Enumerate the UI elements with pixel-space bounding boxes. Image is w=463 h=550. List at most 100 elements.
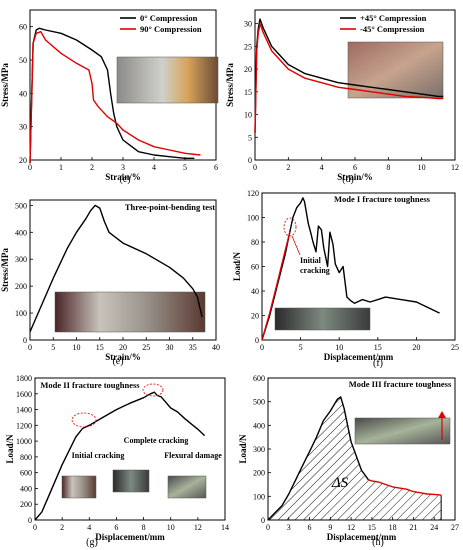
- y-tick-label: 100: [247, 214, 259, 223]
- annotation-text: cracking: [300, 266, 330, 275]
- plot-frame: [34, 377, 226, 521]
- y-tick-label: 0: [28, 516, 32, 525]
- y-tick-label: 5: [248, 133, 252, 142]
- x-axis-label: Strain/%: [105, 352, 141, 362]
- annotation-text: Complete cracking: [124, 436, 189, 445]
- x-tick-label: 8: [386, 163, 390, 172]
- x-axis-label: Displacement/mm: [327, 532, 397, 542]
- x-tick-label: 0: [28, 163, 32, 172]
- x-tick-label: 15: [374, 343, 382, 352]
- y-tick-label: 50: [19, 56, 27, 65]
- x-tick-label: 4: [87, 523, 91, 532]
- x-tick-label: 24: [430, 523, 438, 532]
- x-tick-label: 0: [33, 523, 37, 532]
- x-tick-label: 5: [51, 343, 55, 352]
- annotation-circle: [71, 412, 97, 428]
- series-line: [29, 204, 203, 333]
- y-tick-label: 0: [261, 516, 265, 525]
- x-tick-label: 35: [189, 343, 197, 352]
- x-tick-label: 20: [412, 343, 420, 352]
- x-tick-label: 0: [266, 523, 270, 532]
- y-tick-label: 600: [253, 374, 265, 383]
- y-tick-label: 0: [255, 336, 259, 345]
- y-tick-label: 20: [251, 312, 259, 321]
- x-tick-label: 25: [142, 343, 150, 352]
- inset-photo: [347, 41, 444, 99]
- y-tick-label: 10: [244, 111, 252, 120]
- x-axis-label: Strain/%: [337, 172, 373, 182]
- x-axis-label: Displacement/mm: [95, 532, 165, 542]
- x-axis-label: Strain/%: [105, 172, 141, 182]
- series-line: [261, 232, 291, 341]
- x-tick-label: 1: [59, 163, 63, 172]
- x-tick-label: 3: [121, 163, 125, 172]
- y-tick-label: 40: [251, 287, 259, 296]
- y-tick-label: 800: [20, 453, 32, 462]
- y-tick-label: 300: [15, 255, 27, 264]
- x-tick-label: 2: [286, 163, 290, 172]
- y-tick-label: 200: [253, 469, 265, 478]
- annotation-text: ΔS: [331, 475, 349, 491]
- y-tick-label: 0: [23, 336, 27, 345]
- y-tick-label: 200: [15, 282, 27, 291]
- annotation-text: Initial: [300, 256, 322, 265]
- inset-photo: [274, 307, 371, 331]
- legend-label: -45° Compression: [360, 24, 425, 34]
- y-tick-label: 400: [15, 228, 27, 237]
- panel-caption: (d): [342, 174, 354, 185]
- y-axis-label: Load/N: [232, 251, 242, 281]
- panel-h: 0 3 6 9 12 15 18 21 24 27 0 100 200 300 400 500 600 Displ…: [238, 374, 459, 548]
- y-tick-label: 100: [253, 492, 265, 501]
- legend-label: 0° Compression: [140, 13, 198, 23]
- y-tick-label: 300: [253, 445, 265, 454]
- inset-photo: [61, 475, 97, 499]
- x-axis-label: Displacement/mm: [324, 352, 394, 362]
- x-tick-label: 27: [451, 523, 459, 532]
- x-tick-label: 40: [212, 343, 220, 352]
- y-tick-label: 200: [20, 500, 32, 509]
- legend-label: 90° Compression: [140, 24, 202, 34]
- legend-label: +45° Compression: [360, 13, 427, 23]
- x-tick-label: 21: [409, 523, 417, 532]
- annotation-circle: [142, 383, 164, 397]
- y-axis-label: Stress/MPa: [225, 63, 235, 107]
- annotation-circle: [283, 217, 297, 237]
- y-tick-label: 0: [248, 156, 252, 165]
- panel-c: 0 1 2 3 4 5 6 20 30 40 50 60 Strain/% Stress/MPa (c) 0°…: [0, 9, 219, 185]
- annotation-arrowhead: [438, 411, 446, 418]
- annotation-text: Initial cracking: [72, 451, 125, 460]
- chart-title: Mode I fracture toughness: [334, 194, 431, 204]
- panel-caption: (e): [112, 356, 123, 367]
- x-tick-label: 12: [451, 163, 459, 172]
- x-tick-label: 2: [90, 163, 94, 172]
- series-line: [261, 197, 440, 341]
- x-tick-label: 2: [60, 523, 64, 532]
- y-tick-label: 20: [19, 156, 27, 165]
- chart-title: Three-point-bending test: [125, 202, 215, 212]
- x-tick-label: 10: [418, 163, 426, 172]
- panel-d: 0 2 4 6 8 10 12 0 5 10 15 20 25 30 Strain/% Stress/MPa (…: [225, 9, 459, 185]
- x-tick-label: 6: [353, 163, 357, 172]
- y-tick-label: 60: [251, 263, 259, 272]
- annotation-arrow: [291, 235, 301, 256]
- chart-title: Mode II fracture toughness: [40, 380, 140, 390]
- x-tick-label: 4: [152, 163, 156, 172]
- x-tick-label: 5: [183, 163, 187, 172]
- x-tick-label: 12: [194, 523, 202, 532]
- y-tick-label: 60: [19, 23, 27, 32]
- panel-caption: (g): [86, 537, 98, 548]
- x-tick-label: 9: [328, 523, 332, 532]
- inset-photo: [116, 56, 219, 104]
- x-tick-label: 14: [221, 523, 229, 532]
- x-tick-label: 6: [308, 523, 312, 532]
- y-tick-label: 120: [247, 189, 259, 198]
- panel-caption: (h): [372, 537, 384, 548]
- series-line: [254, 22, 444, 133]
- panel-f: 0 5 10 15 20 25 0 20 40 60 80 100 120 Displacement/mm…: [232, 189, 459, 369]
- x-tick-label: 15: [368, 523, 376, 532]
- x-tick-label: 0: [260, 343, 264, 352]
- series-line: [29, 31, 201, 164]
- series-line: [254, 18, 444, 133]
- series-line: [267, 396, 369, 521]
- inset-photo: [354, 417, 451, 445]
